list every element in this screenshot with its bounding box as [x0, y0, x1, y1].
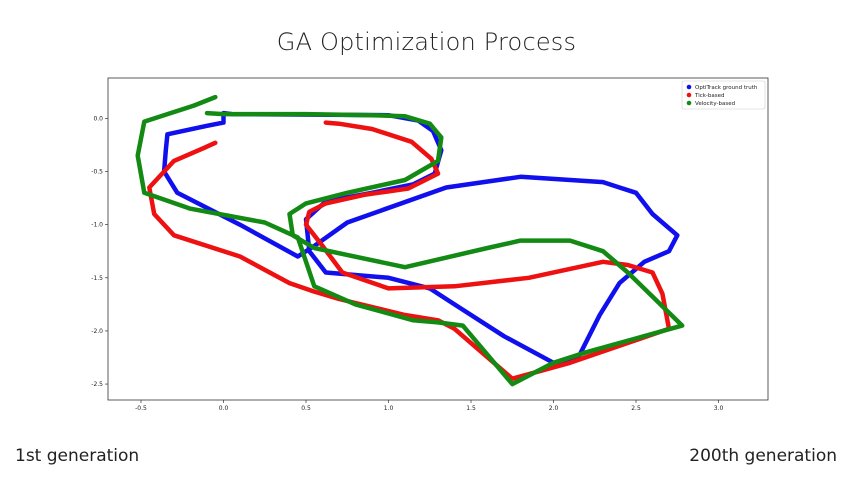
series-line-3 [135, 94, 685, 387]
y-tick-label: -2.5 [91, 381, 103, 388]
legend-marker [686, 100, 692, 106]
y-tick-label: 0.0 [93, 115, 103, 122]
x-tick-label: 3.0 [714, 405, 724, 412]
plot-frame [107, 77, 769, 401]
legend-marker [686, 84, 692, 90]
legend-box [681, 80, 766, 110]
x-tick-label: 2.0 [549, 405, 559, 412]
x-tick-label: 1.5 [466, 405, 476, 412]
legend-label: Tick-based [694, 93, 725, 99]
last-generation-caption: 200th generation [689, 446, 837, 466]
legend-marker [686, 92, 692, 98]
series-line-2 [147, 120, 672, 381]
first-generation-caption: 1st generation [15, 446, 140, 466]
x-tick-label: 1.0 [384, 405, 394, 412]
axis-ticks: -0.5 0.0 0.5 1.0 1.5 2.0 2.5 3.0 0.0 -0.5 -1.0 -1.5… [91, 115, 723, 412]
y-tick-label: -0.5 [91, 169, 103, 176]
series-lines [135, 94, 685, 387]
legend-label: Velocity-based [695, 101, 735, 107]
x-tick-label: -0.5 [135, 405, 147, 412]
y-tick-label: -2.0 [91, 328, 103, 335]
y-tick-label: -1.0 [91, 222, 103, 229]
page-title: GA Optimization Process [276, 28, 577, 56]
legend-label: OptiTrack ground truth [695, 85, 758, 91]
legend: OptiTrack ground truth Tick-based Velocity… [681, 80, 766, 110]
y-tick-label: -1.5 [91, 275, 103, 282]
x-tick-label: 0.0 [219, 405, 229, 412]
x-tick-label: 0.5 [301, 405, 311, 412]
x-tick-label: 2.5 [631, 405, 641, 412]
